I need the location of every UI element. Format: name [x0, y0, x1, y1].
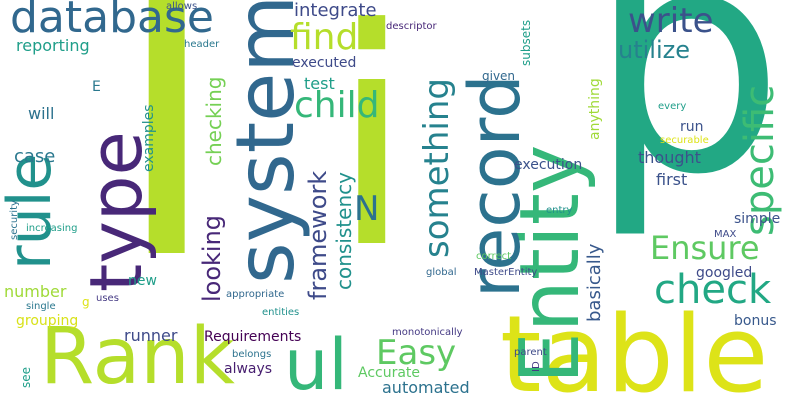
word-will: will: [28, 104, 55, 123]
word-n: N: [354, 189, 380, 229]
word-new: new: [128, 273, 157, 289]
word-global: global: [426, 267, 457, 278]
word-integrate: integrate: [294, 0, 377, 21]
word-utilize: utilize: [618, 36, 690, 64]
word-p: p: [588, 0, 785, 243]
word-correct: correct: [476, 251, 512, 262]
word-entry: entry: [546, 205, 573, 216]
word-execution: execution: [514, 157, 583, 173]
word-entities: entities: [262, 307, 300, 318]
word-first: first: [656, 170, 688, 189]
word-appropriate: appropriate: [226, 289, 285, 300]
word-basically: basically: [584, 243, 605, 322]
word-bonus: bonus: [734, 313, 777, 329]
word-checking: checking: [202, 76, 226, 166]
word-number: number: [4, 282, 67, 301]
word-child: child: [294, 85, 380, 126]
word-given: given: [482, 69, 516, 83]
word-anything: anything: [587, 78, 603, 140]
word-accurate: Accurate: [358, 365, 421, 381]
word-always: always: [224, 361, 273, 377]
word-g: g: [82, 295, 90, 309]
word-record: record: [454, 74, 536, 298]
word-consistency: consistency: [332, 172, 356, 290]
word-ul: ul: [284, 324, 348, 400]
word-thought: thought: [638, 148, 701, 167]
word-increasing: increasing: [26, 223, 78, 234]
word-security: security: [9, 200, 20, 240]
word-table: table: [500, 293, 769, 400]
word-something: something: [417, 77, 457, 258]
word-check: check: [654, 267, 772, 313]
word-securable: securable: [660, 135, 709, 146]
word-easy: Easy: [376, 333, 457, 373]
word-e: E: [92, 79, 101, 95]
word-id: ID: [531, 361, 542, 372]
word-belongs: belongs: [232, 349, 272, 360]
word-max: MAX: [714, 229, 737, 240]
word-find: find: [290, 17, 359, 58]
word-reporting: reporting: [16, 36, 90, 55]
word-masterentity: MasterEntity: [474, 267, 538, 278]
word-ensure: Ensure: [650, 229, 760, 267]
word-runner: runner: [124, 326, 178, 345]
word-header: header: [184, 39, 220, 50]
word-database: database: [10, 0, 214, 43]
word-grouping: grouping: [16, 313, 79, 329]
word-looking: looking: [198, 214, 226, 302]
word-automated: automated: [382, 378, 470, 397]
word-framework: framework: [304, 170, 332, 300]
word-i: i: [330, 0, 414, 314]
word-subsets: subsets: [519, 19, 533, 66]
word-rank: Rank: [40, 312, 235, 400]
word-descriptor: descriptor: [386, 21, 437, 32]
word-googled: googled: [696, 265, 753, 281]
word-requirements: Requirements: [204, 329, 302, 345]
word-parent: parent: [514, 347, 547, 358]
word-write: write: [628, 1, 714, 41]
word-l: l: [111, 0, 223, 348]
word-single: single: [26, 301, 56, 312]
word-case: case: [14, 146, 56, 167]
word-allows: allows: [166, 1, 198, 12]
word-executed: executed: [292, 55, 357, 71]
word-monotonically: monotonically: [392, 327, 463, 338]
word-examples: examples: [141, 104, 157, 172]
word-run: run: [680, 119, 704, 135]
word-see: see: [19, 366, 33, 388]
word-uses: uses: [96, 293, 119, 304]
word-simple: simple: [734, 211, 781, 227]
word-test: test: [304, 74, 335, 93]
word-every: every: [658, 101, 687, 112]
